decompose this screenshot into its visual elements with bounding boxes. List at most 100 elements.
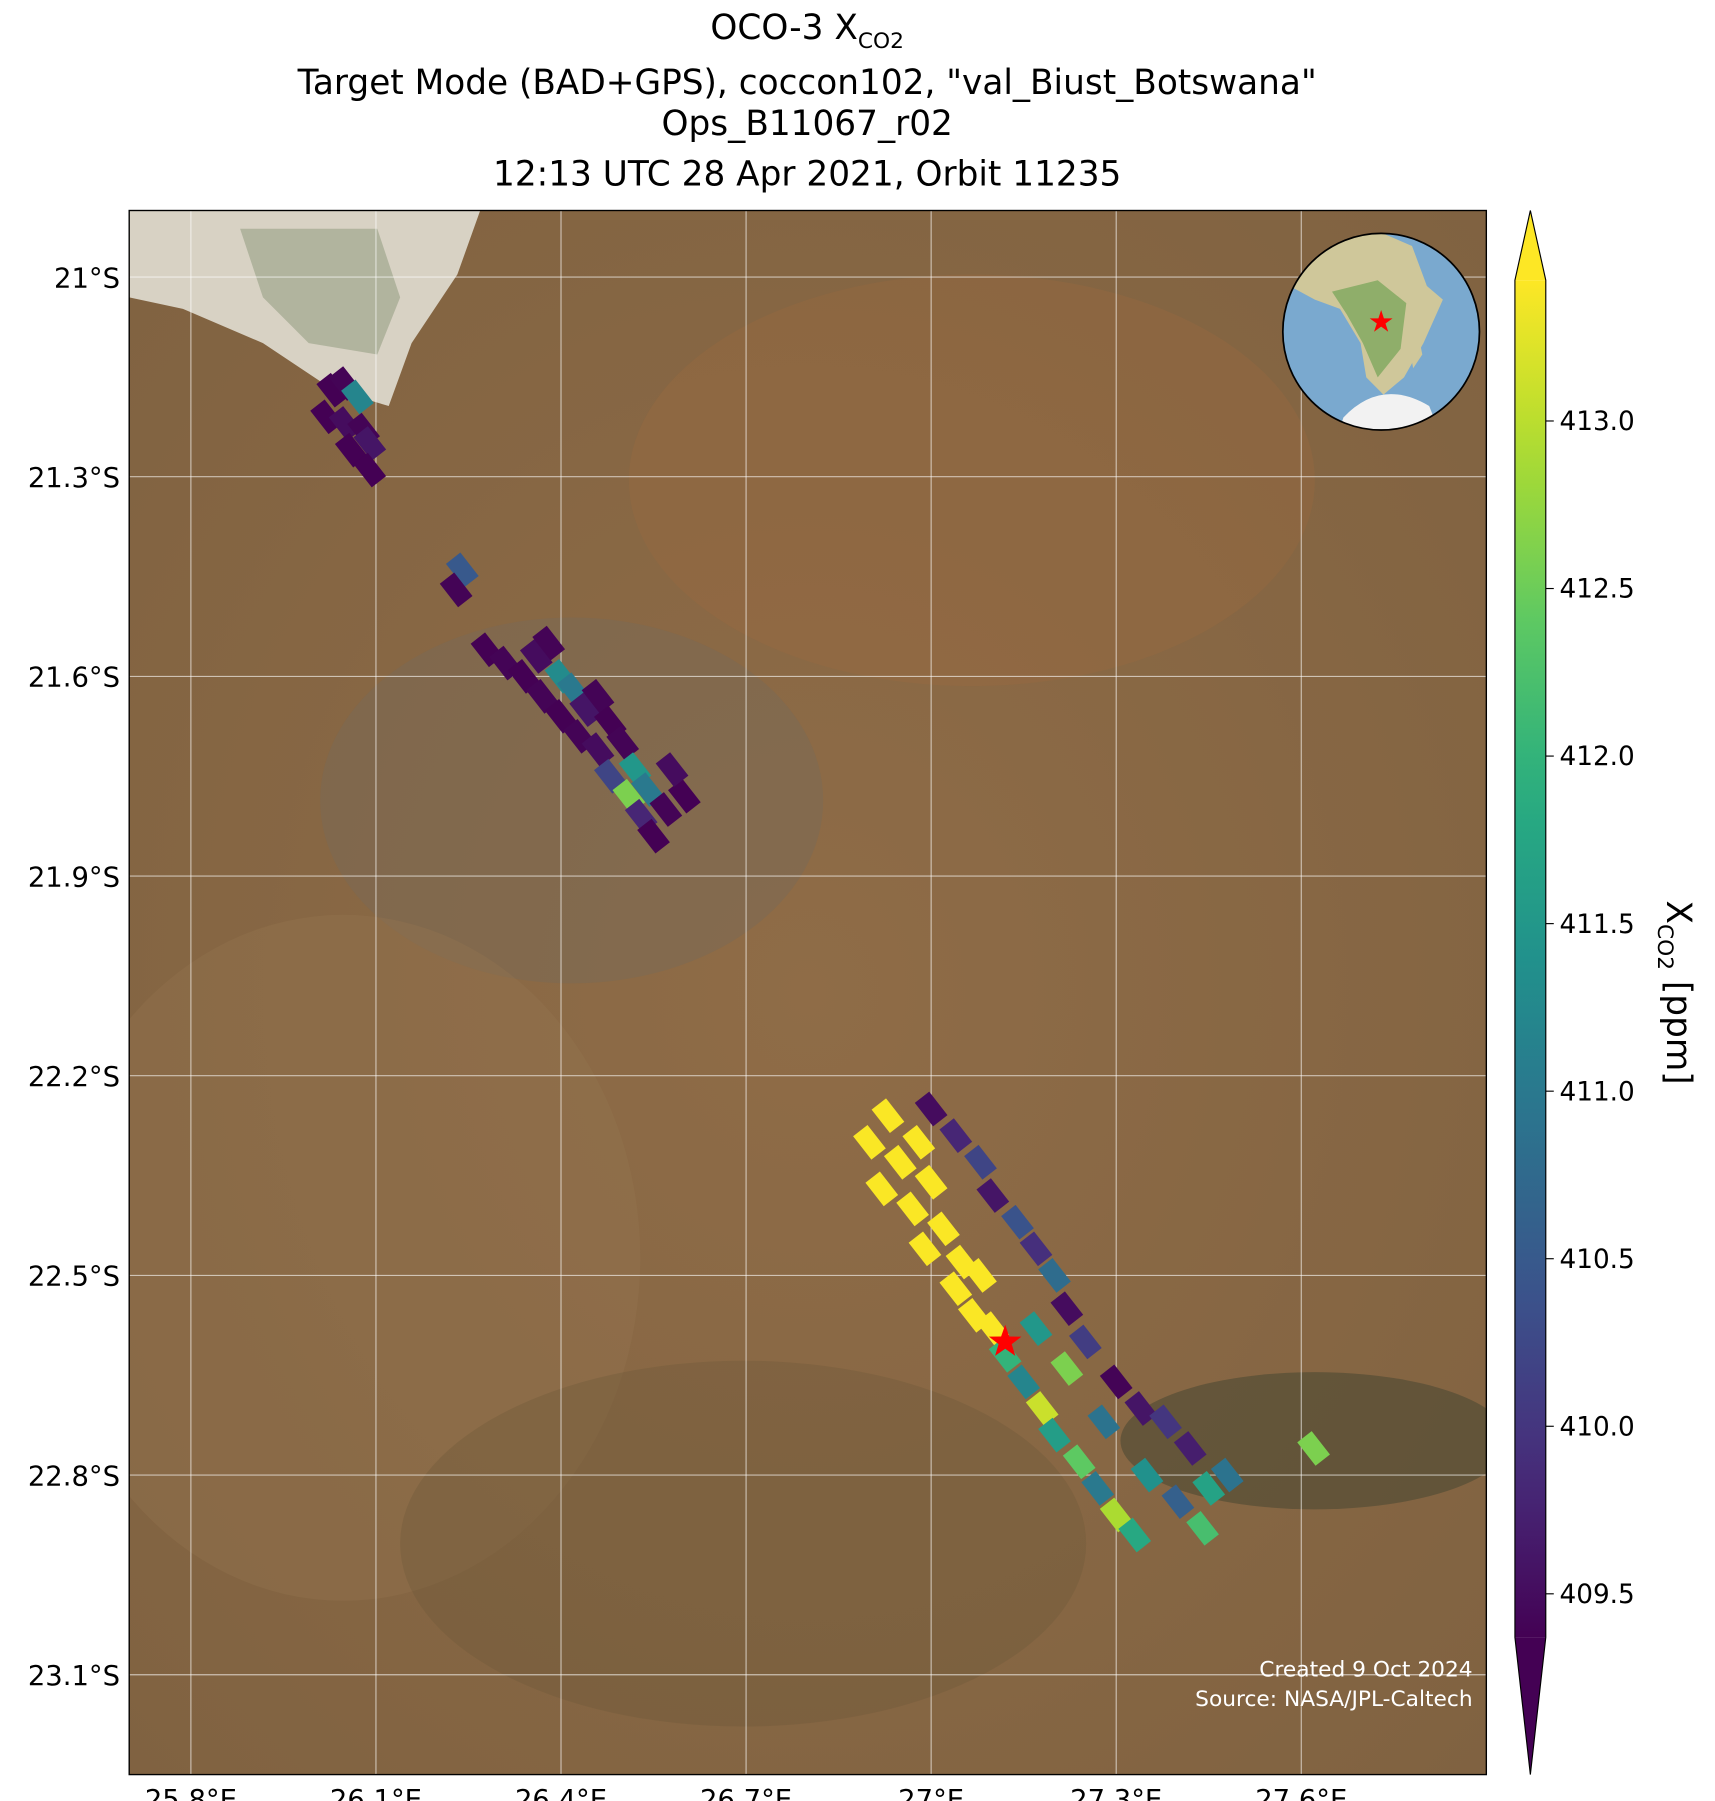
sounding <box>988 1337 1022 1373</box>
sounding <box>871 1098 905 1134</box>
sounding <box>668 778 701 814</box>
sounding <box>1007 1364 1041 1400</box>
colorbar-tick-label: 412.0 <box>1560 742 1635 772</box>
title-main: OCO-3 X <box>710 8 857 48</box>
subtitle-line: Ops_B11067_r02 <box>662 104 953 144</box>
graticule <box>129 210 1487 1775</box>
sounding <box>1019 1311 1053 1346</box>
colorbar-tick-label: 409.5 <box>1560 1580 1635 1610</box>
colorbar-extend-max <box>1514 210 1546 281</box>
sounding <box>581 679 615 714</box>
sounding <box>896 1191 929 1227</box>
colorbar-sub: CO2 <box>1652 924 1677 970</box>
x-tick-label: 27.3°E <box>1070 1785 1162 1801</box>
sounding <box>594 758 627 794</box>
sounding <box>532 625 566 661</box>
sounding <box>637 818 670 854</box>
sounding <box>1038 1417 1071 1453</box>
colorbar-symbol: X <box>1658 900 1698 924</box>
globe-outline <box>1281 232 1481 431</box>
sounding <box>581 732 615 767</box>
colorbar-tick-label: 412.5 <box>1560 575 1635 605</box>
terrain-patch <box>400 1360 1087 1727</box>
sounding <box>310 399 343 435</box>
sounding <box>1186 1510 1219 1546</box>
sounding <box>655 752 689 787</box>
globe-inset <box>1281 232 1481 431</box>
sounding <box>1062 1444 1096 1480</box>
sounding <box>1050 1291 1084 1327</box>
sounding <box>439 572 473 608</box>
sounding <box>649 792 683 827</box>
globe-land <box>1408 331 1423 369</box>
y-tick-label: 21.6°S <box>28 663 120 694</box>
footer-source: Source: NASA/JPL-Caltech <box>1195 1687 1472 1712</box>
sounding <box>902 1124 936 1160</box>
sounding <box>1130 1457 1164 1493</box>
title-sub: CO2 <box>858 29 904 54</box>
x-tick-label: 25.8°E <box>145 1785 237 1801</box>
sounding <box>914 1091 948 1127</box>
sounding <box>1173 1431 1207 1466</box>
sounding <box>526 679 559 714</box>
sounding <box>939 1118 973 1153</box>
colorbar: 409.5 410.0 410.5 411.0 411.5 412.0 412.5 413.0 <box>1514 210 1635 1775</box>
sounding <box>1161 1484 1195 1520</box>
x-tick-label: 27.6°E <box>1255 1785 1347 1801</box>
sounding <box>341 379 374 415</box>
sounding <box>1099 1497 1133 1533</box>
sounding <box>853 1124 886 1160</box>
sounding <box>1124 1391 1158 1426</box>
colorbar-tick-label: 410.0 <box>1560 1412 1635 1442</box>
sounding <box>1118 1517 1152 1553</box>
sounding <box>1297 1431 1330 1466</box>
sounding <box>353 452 387 488</box>
target-marker <box>988 1324 1022 1356</box>
terrain-patch <box>320 617 824 984</box>
sounding <box>569 692 603 728</box>
colorbar-tick-label: 413.0 <box>1560 407 1635 437</box>
colorbar-outline <box>1514 210 1547 1775</box>
salt-pan-water <box>240 228 401 355</box>
x-tick-label: 27°E <box>898 1785 964 1801</box>
sounding <box>1081 1471 1115 1506</box>
y-tick-label: 21.3°S <box>28 463 120 494</box>
sounding <box>507 659 541 694</box>
colorbar-tick-label: 410.5 <box>1560 1245 1635 1275</box>
sounding <box>1025 1391 1059 1426</box>
sounding <box>939 1271 973 1307</box>
sounding <box>1149 1404 1182 1440</box>
sounding <box>1019 1231 1053 1267</box>
terrain-patch <box>129 914 641 1601</box>
y-tick-label: 22.5°S <box>28 1262 120 1293</box>
sounding <box>544 698 578 734</box>
sounding <box>914 1164 948 1200</box>
colorbar-tick-label: 411.0 <box>1560 1077 1635 1107</box>
sounding <box>334 432 368 468</box>
sounding <box>606 725 640 761</box>
colorbar-unit: [ppm] <box>1658 970 1698 1085</box>
sounding <box>445 552 479 588</box>
subtitle-line: 12:13 UTC 28 Apr 2021, Orbit 11235 <box>493 154 1121 194</box>
x-tick-label: 26.7°E <box>700 1785 792 1801</box>
x-tick-label: 26.4°E <box>515 1785 607 1801</box>
x-tick-label: 26.1°E <box>330 1785 422 1801</box>
sounding <box>908 1231 942 1267</box>
sounding <box>976 1178 1010 1213</box>
sounding <box>316 372 350 408</box>
colorbar-extend-min <box>1514 1637 1546 1775</box>
y-tick-label: 21.9°S <box>28 862 120 893</box>
sounding <box>1210 1457 1244 1493</box>
chart-title: OCO-3 XCO2 <box>710 8 904 54</box>
sounding <box>1050 1351 1084 1386</box>
axes: 25.8°E 26.1°E 26.4°E 26.7°E 27°E 27.3°E 27.6°E… <box>28 263 1347 1801</box>
map-frame <box>128 209 1488 1776</box>
sounding <box>519 639 553 674</box>
sounding <box>865 1171 899 1207</box>
sounding <box>631 772 664 807</box>
globe-target <box>1369 309 1393 332</box>
y-tick-label: 23.1°S <box>28 1661 120 1692</box>
basemap <box>129 210 1487 1775</box>
